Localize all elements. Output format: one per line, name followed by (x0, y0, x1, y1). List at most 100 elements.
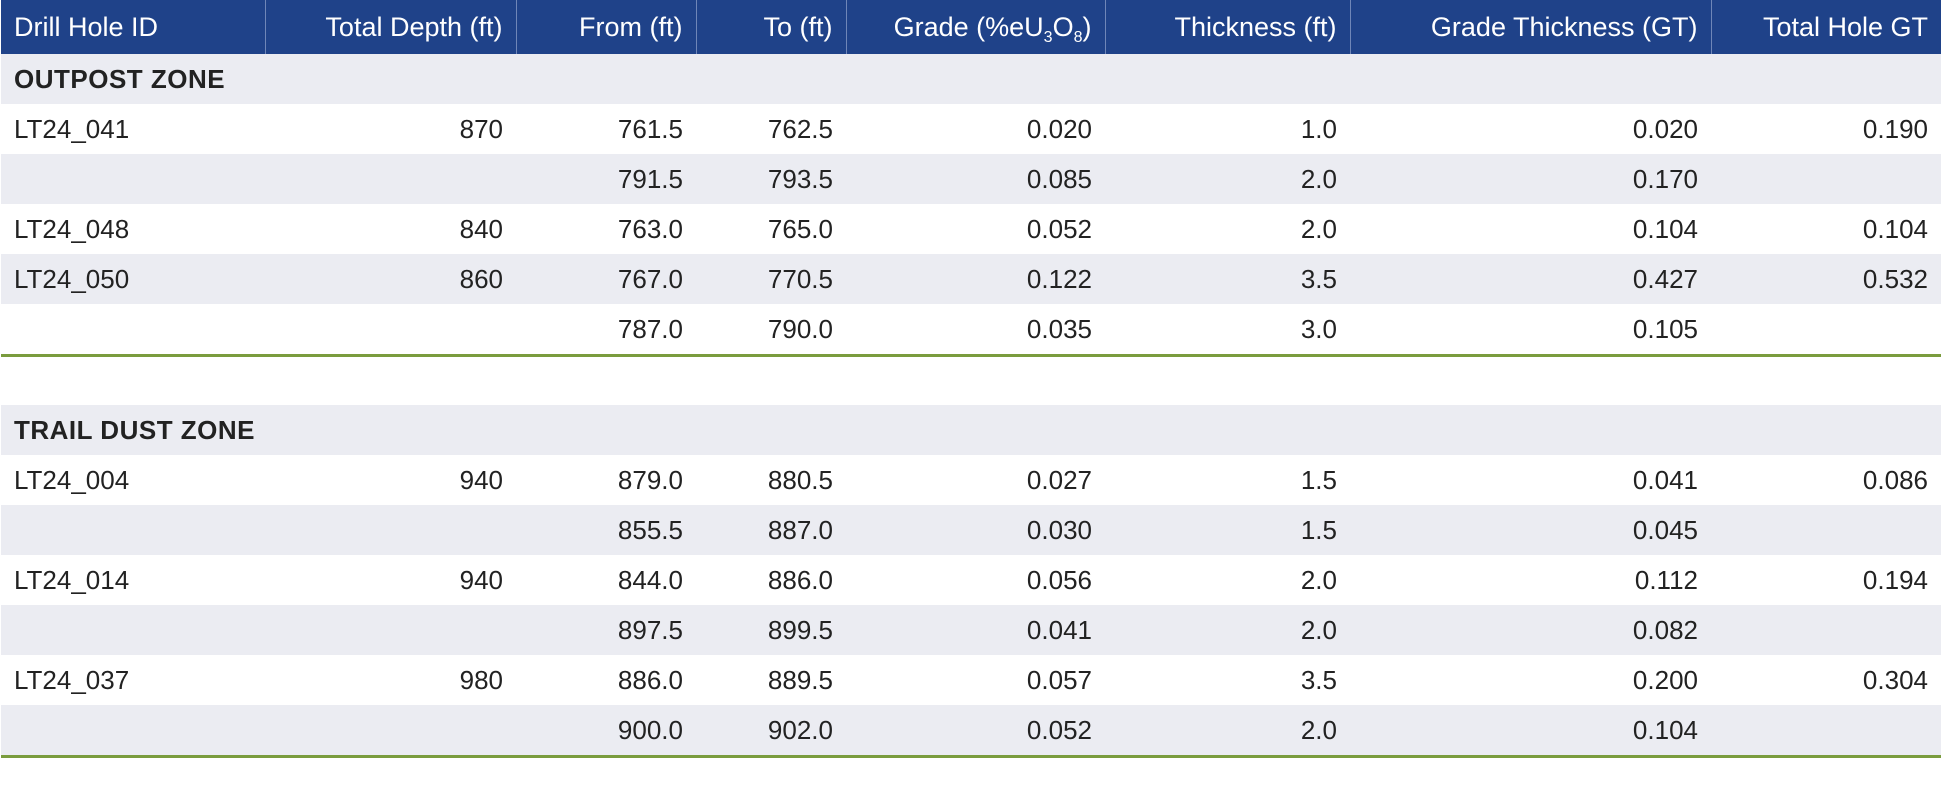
table-row: LT24_041 870 761.5 762.5 0.020 1.0 0.020 0.190 (1, 104, 1941, 154)
cell-total-depth (265, 154, 516, 204)
cell-total-hole-gt (1711, 304, 1941, 357)
grade-label-close: ) (1082, 11, 1092, 42)
cell-from: 791.5 (516, 154, 696, 204)
grade-label-o: O (1052, 11, 1074, 42)
cell-thickness: 2.0 (1300, 213, 1337, 244)
cell-thickness: 3.5 (1300, 664, 1337, 695)
cell-total-hole-gt: 0.304 (1862, 664, 1928, 695)
col-header-total-hole-gt: Total Hole GT (1711, 0, 1941, 54)
cell-total-hole-gt (1711, 154, 1941, 204)
table-row: 900.0 902.0 0.052 2.0 0.104 (1, 705, 1941, 758)
cell-drill-hole-id: LT24_004 (14, 464, 130, 495)
cell-grade-thickness: 0.041 (1632, 464, 1698, 495)
cell-total-hole-gt: 0.086 (1862, 464, 1928, 495)
cell-grade-thickness: 0.045 (1350, 505, 1711, 555)
cell-grade: 0.020 (1026, 113, 1092, 144)
zone-title: OUTPOST ZONE (1, 54, 1941, 104)
cell-thickness: 3.5 (1105, 254, 1350, 304)
cell-grade-thickness: 0.020 (1632, 113, 1698, 144)
cell-from: 900.0 (516, 705, 696, 758)
cell-grade: 0.035 (846, 304, 1105, 357)
cell-to: 886.0 (767, 564, 833, 595)
cell-drill-hole-id: LT24_014 (14, 564, 130, 595)
col-header-grade-thickness: Grade Thickness (GT) (1350, 0, 1712, 54)
cell-to: 770.5 (696, 254, 846, 304)
table-row: 897.5 899.5 0.041 2.0 0.082 (1, 605, 1941, 655)
col-header-drill-hole-id: Drill Hole ID (1, 0, 266, 54)
cell-grade-thickness: 0.104 (1350, 705, 1711, 758)
cell-total-hole-gt (1711, 705, 1941, 758)
grade-sub-3: 3 (1043, 28, 1053, 46)
cell-grade: 0.122 (846, 254, 1105, 304)
table-row: LT24_037 980 886.0 889.5 0.057 3.5 0.200 0.304 (1, 655, 1941, 705)
cell-drill-hole-id (1, 605, 265, 655)
cell-drill-hole-id: LT24_037 (14, 664, 130, 695)
cell-from: 886.0 (617, 664, 683, 695)
cell-total-hole-gt: 0.190 (1862, 113, 1928, 144)
cell-total-hole-gt: 0.532 (1711, 254, 1941, 304)
cell-total-hole-gt: 0.104 (1862, 213, 1928, 244)
cell-to: 899.5 (696, 605, 846, 655)
cell-total-depth: 860 (265, 254, 516, 304)
cell-total-depth: 870 (459, 113, 503, 144)
cell-drill-hole-id: LT24_048 (14, 213, 130, 244)
cell-grade: 0.052 (846, 705, 1105, 758)
cell-thickness: 1.0 (1300, 113, 1337, 144)
table-row: LT24_048 840 763.0 765.0 0.052 2.0 0.104 0.104 (1, 204, 1941, 254)
zone-title: TRAIL DUST ZONE (1, 405, 1941, 455)
cell-grade: 0.027 (1026, 464, 1092, 495)
cell-total-depth: 840 (459, 213, 503, 244)
table-row: LT24_050 860 767.0 770.5 0.122 3.5 0.427 0.532 (1, 254, 1941, 304)
cell-grade: 0.041 (846, 605, 1105, 655)
cell-thickness: 1.5 (1105, 505, 1350, 555)
cell-thickness: 2.0 (1105, 154, 1350, 204)
zone-header-row: TRAIL DUST ZONE (1, 405, 1941, 455)
cell-from: 897.5 (516, 605, 696, 655)
cell-to: 765.0 (767, 213, 833, 244)
cell-total-depth (265, 705, 516, 758)
table-body: OUTPOST ZONE LT24_041 870 761.5 762.5 0.020 1.… (1, 54, 1941, 758)
grade-sub-8: 8 (1073, 28, 1083, 46)
cell-to: 889.5 (767, 664, 833, 695)
col-header-to: To (ft) (696, 0, 847, 54)
cell-total-depth: 940 (459, 564, 503, 595)
cell-grade-thickness: 0.082 (1350, 605, 1711, 655)
cell-drill-hole-id: LT24_050 (1, 254, 265, 304)
cell-thickness: 1.5 (1300, 464, 1337, 495)
cell-grade-thickness: 0.427 (1350, 254, 1711, 304)
col-header-from: From (ft) (516, 0, 697, 54)
cell-from: 855.5 (516, 505, 696, 555)
drill-results-table: Drill Hole ID Total Depth (ft) From (ft)… (1, 0, 1941, 758)
cell-grade: 0.056 (1026, 564, 1092, 595)
cell-total-hole-gt: 0.194 (1862, 564, 1928, 595)
table-row: 855.5 887.0 0.030 1.5 0.045 (1, 505, 1941, 555)
col-header-grade: Grade (%eU3O8) (846, 0, 1106, 54)
cell-drill-hole-id (1, 705, 265, 758)
cell-total-depth (265, 505, 516, 555)
zone-header-row: OUTPOST ZONE (1, 54, 1941, 104)
col-header-total-depth: Total Depth (ft) (265, 0, 517, 54)
table-row: LT24_004 940 879.0 880.5 0.027 1.5 0.041 0.086 (1, 455, 1941, 505)
cell-grade-thickness: 0.200 (1632, 664, 1698, 695)
cell-thickness: 3.0 (1105, 304, 1350, 357)
cell-total-depth: 940 (459, 464, 503, 495)
cell-to: 902.0 (696, 705, 846, 758)
cell-to: 762.5 (767, 113, 833, 144)
cell-to: 793.5 (696, 154, 846, 204)
cell-drill-hole-id (1, 505, 265, 555)
cell-from: 761.5 (617, 113, 683, 144)
cell-to: 887.0 (696, 505, 846, 555)
cell-to: 790.0 (696, 304, 846, 357)
cell-drill-hole-id (1, 304, 265, 357)
grade-label-prefix: Grade (%eU (893, 11, 1044, 42)
cell-total-hole-gt (1711, 605, 1941, 655)
table-row: LT24_014 940 844.0 886.0 0.056 2.0 0.112 0.194 (1, 555, 1941, 605)
cell-total-depth (265, 605, 516, 655)
cell-grade: 0.085 (846, 154, 1105, 204)
cell-drill-hole-id: LT24_041 (14, 113, 130, 144)
table-row: 791.5 793.5 0.085 2.0 0.170 (1, 154, 1941, 204)
cell-grade: 0.057 (1026, 664, 1092, 695)
header-row: Drill Hole ID Total Depth (ft) From (ft)… (1, 0, 1941, 54)
cell-from: 767.0 (516, 254, 696, 304)
cell-grade-thickness: 0.112 (1634, 564, 1698, 595)
